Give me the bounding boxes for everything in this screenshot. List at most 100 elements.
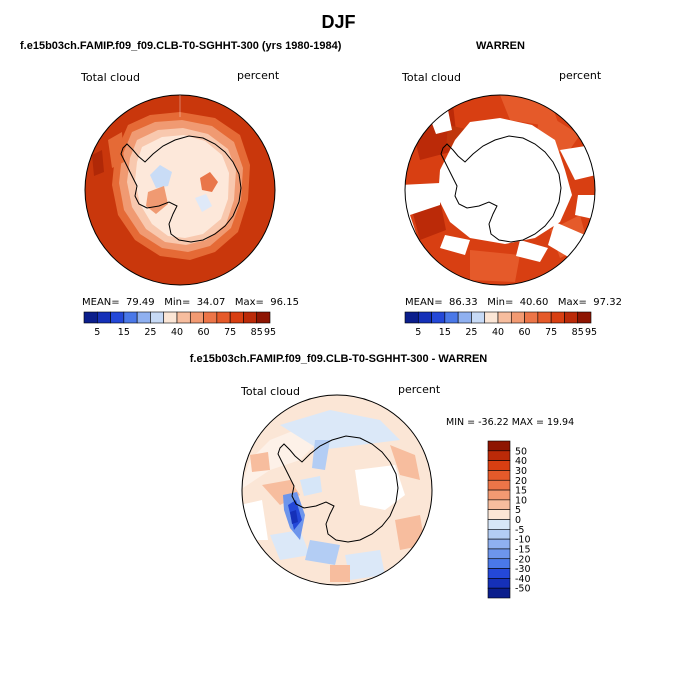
colorbar-diff-swatch xyxy=(487,587,511,599)
colorbar-diff-swatch xyxy=(487,440,511,452)
colorbar-model: 5 15 25 40 60 75 85 95 xyxy=(83,311,276,338)
min-label: Min= xyxy=(164,297,191,308)
max-label: Max= xyxy=(557,297,587,308)
colorbar-obs: 5 15 25 40 60 75 85 95 xyxy=(404,311,597,338)
colorbar-diff-swatch xyxy=(487,509,511,520)
colorbar-model-tick-label: 85 xyxy=(251,327,263,338)
colorbar-diff-tick-label: 10 xyxy=(515,495,527,506)
colorbar-diff-swatch xyxy=(487,470,511,481)
colorbar-diff-swatch xyxy=(487,538,511,550)
panel-model-variable-label: Total cloud xyxy=(81,71,140,84)
colorbar-model-swatch xyxy=(216,311,231,324)
panel-diff-stats: MIN = -36.22 MAX = 19.94 xyxy=(446,417,575,428)
map-model xyxy=(84,94,276,286)
colorbar-model-swatch xyxy=(83,311,98,324)
colorbar-diff-tick-label: -40 xyxy=(515,574,531,585)
colorbar-model-swatch xyxy=(110,311,125,324)
panel-obs-header: WARREN xyxy=(476,40,525,52)
panel-obs-variable-label: Total cloud xyxy=(402,71,461,84)
colorbar-diff-tick-label: 20 xyxy=(515,476,527,487)
colorbar-model-swatch xyxy=(136,311,151,324)
colorbar-model-swatch xyxy=(189,311,204,324)
colorbar-model-tick-label: 40 xyxy=(171,327,183,338)
colorbar-diff-tick-label: -30 xyxy=(515,564,531,575)
colorbar-diff-swatch xyxy=(487,529,511,540)
mean-value: 86.33 xyxy=(449,297,478,308)
map-obs xyxy=(404,94,596,286)
colorbar-obs-swatch xyxy=(417,311,432,324)
colorbar-model-swatch xyxy=(150,311,165,324)
colorbar-obs-swatch xyxy=(471,311,486,324)
panel-diff-variable-label: Total cloud xyxy=(241,385,300,398)
colorbar-obs-tick-label: 75 xyxy=(545,327,557,338)
colorbar-obs-swatch xyxy=(510,311,525,324)
min-value: 40.60 xyxy=(519,297,549,308)
colorbar-model-tick-label: 60 xyxy=(198,327,210,338)
colorbar-obs-tick-label: 5 xyxy=(415,327,421,338)
panel-diff-header: f.e15b03ch.FAMIP.f09_f09.CLB-T0-SGHHT-30… xyxy=(189,353,488,365)
colorbar-diff-tick-label: -50 xyxy=(515,584,531,595)
max-label: Max= xyxy=(234,297,264,308)
colorbar-model-swatch xyxy=(123,311,138,324)
colorbar-model-tick-label: 75 xyxy=(224,327,236,338)
colorbar-obs-swatch xyxy=(524,311,539,324)
colorbar-diff-swatch xyxy=(487,489,511,501)
colorbar-diff-swatch xyxy=(487,479,511,491)
mean-label: MEAN= xyxy=(82,297,120,308)
colorbar-model-tick-label: 5 xyxy=(94,327,100,338)
colorbar-obs-tick-label: 60 xyxy=(519,327,531,338)
max-value: 96.15 xyxy=(270,297,299,308)
panel-obs-units-label: percent xyxy=(559,69,602,82)
colorbar-model-swatch xyxy=(243,311,258,324)
colorbar-diff-swatch xyxy=(487,519,511,530)
panel-obs-stats: MEAN= 86.33 Min= 40.60 Max= 97.32 xyxy=(405,297,622,308)
panel-model-header: f.e15b03ch.FAMIP.f09_f09.CLB-T0-SGHHT-30… xyxy=(20,40,342,52)
colorbar-model-tick-label: 15 xyxy=(118,327,130,338)
colorbar-diff-swatch xyxy=(487,548,511,560)
colorbar-model-swatch xyxy=(96,311,111,324)
panel-diff-units-label: percent xyxy=(398,383,441,396)
colorbar-obs-swatch xyxy=(457,311,472,324)
colorbar-obs-swatch xyxy=(537,311,552,324)
colorbar-diff-tick-label: -5 xyxy=(515,525,524,536)
colorbar-obs-tick-label: 85 xyxy=(572,327,584,338)
colorbar-diff-swatch xyxy=(487,558,511,569)
colorbar-obs-tick-label: 25 xyxy=(465,327,477,338)
colorbar-diff-swatch xyxy=(487,460,511,471)
colorbar-diff-tick-label: -10 xyxy=(515,535,531,546)
colorbar-model-swatch xyxy=(203,311,218,324)
mean-value: 79.49 xyxy=(126,297,155,308)
colorbar-obs-swatch xyxy=(404,311,419,324)
colorbar-diff-swatch xyxy=(487,499,511,510)
min-label: Min= xyxy=(487,297,514,308)
colorbar-model-tick-label: 95 xyxy=(264,327,276,338)
colorbar-model-swatch xyxy=(163,311,178,324)
panel-model-stats: MEAN= 79.49 Min= 34.07 Max= 96.15 xyxy=(82,297,299,308)
colorbar-model-swatch xyxy=(176,311,191,324)
colorbar-obs-swatch xyxy=(444,311,459,324)
colorbar-obs-swatch xyxy=(577,311,592,324)
colorbar-diff-tick-label: 15 xyxy=(515,486,527,497)
colorbar-obs-tick-label: 95 xyxy=(585,327,597,338)
max-value: 97.32 xyxy=(593,297,622,308)
colorbar-diff-tick-label: 50 xyxy=(515,446,527,457)
mean-label: MEAN= xyxy=(405,297,443,308)
colorbar-diff-swatch xyxy=(487,578,511,589)
colorbar-obs-swatch xyxy=(484,311,499,324)
panel-model-units-label: percent xyxy=(237,69,280,82)
colorbar-model-swatch xyxy=(229,311,244,324)
map-diff xyxy=(241,394,433,586)
colorbar-diff-tick-label: -20 xyxy=(515,554,531,565)
colorbar-obs-swatch xyxy=(550,311,565,324)
colorbar-obs-swatch xyxy=(431,311,446,324)
page-title: DJF xyxy=(321,12,356,32)
colorbar-diff-tick-label: 40 xyxy=(515,456,527,467)
colorbar-diff-swatch xyxy=(487,450,511,461)
colorbar-diff-tick-label: -15 xyxy=(515,544,531,555)
colorbar-model-tick-label: 25 xyxy=(144,327,156,338)
colorbar-model-swatch xyxy=(256,311,271,324)
colorbar-obs-swatch xyxy=(497,311,512,324)
